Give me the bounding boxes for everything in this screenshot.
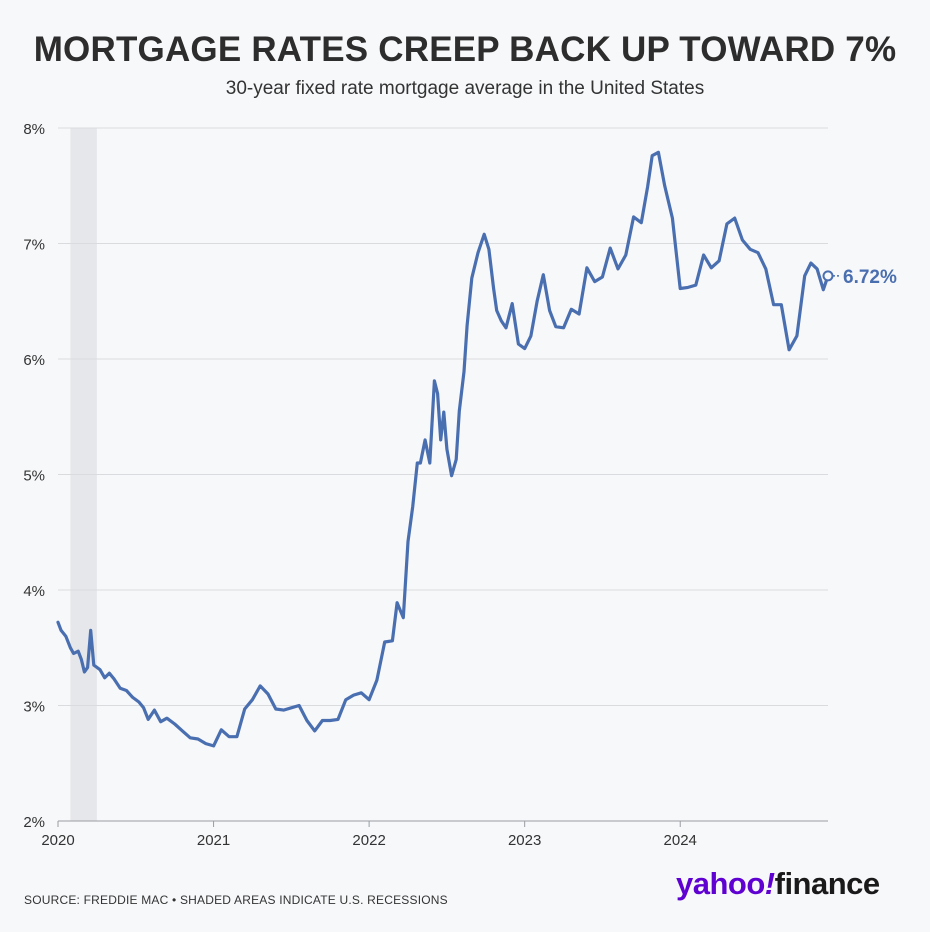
x-tick-label: 2023 (508, 832, 541, 849)
series-line (56, 150, 830, 748)
y-tick-label: 5% (23, 468, 45, 485)
y-tick-label: 4% (23, 583, 45, 600)
last-value-label: 6.72% (843, 267, 897, 288)
last-value-marker (822, 270, 834, 282)
x-tick-label: 2022 (352, 832, 385, 849)
y-tick-label: 6% (23, 352, 45, 369)
chart-title: MORTGAGE RATES CREEP BACK UP TOWARD 7% (33, 30, 897, 69)
chart-subtitle: 30-year fixed rate mortgage average in t… (225, 78, 705, 99)
y-tick-label: 2% (23, 814, 45, 831)
source-note: SOURCE: FREDDIE MAC • SHADED AREAS INDIC… (24, 893, 448, 907)
x-tick-label: 2024 (664, 832, 697, 849)
y-tick-label: 3% (23, 699, 45, 716)
y-tick-label: 8% (23, 121, 45, 138)
x-tick-label: 2021 (197, 832, 230, 849)
yahoo-finance-logo: yahoo!finance (676, 866, 880, 901)
x-tick-label: 2020 (41, 832, 74, 849)
y-tick-label: 7% (23, 237, 45, 254)
